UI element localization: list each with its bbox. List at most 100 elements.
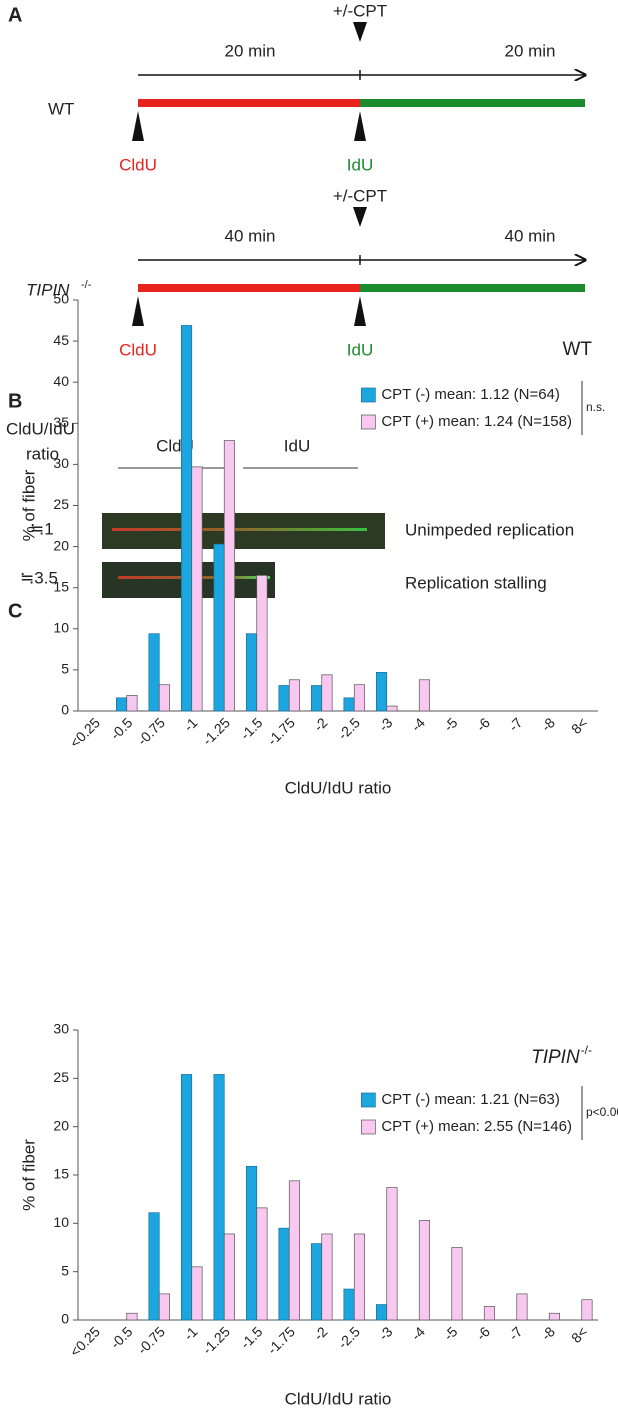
column-header: ratio [26, 444, 59, 463]
idu-bar [360, 284, 585, 292]
y-tick-label: 5 [61, 1262, 69, 1278]
bar [246, 633, 258, 712]
bar [548, 1312, 560, 1321]
y-tick-label: 30 [53, 455, 69, 471]
y-tick-label: 15 [53, 578, 69, 594]
bar [278, 685, 290, 712]
x-tick-label: -1.75 [264, 1323, 298, 1357]
x-tick-label: -1.5 [237, 714, 266, 743]
panel-label: B [8, 390, 22, 412]
bar [343, 1288, 355, 1321]
x-tick-label: -0.75 [134, 1323, 168, 1357]
timeline: +/-CPT 40 min 40 min TIPIN -/- CldU IdU [26, 186, 585, 359]
bar [158, 684, 170, 712]
x-tick-label: -7 [505, 714, 525, 734]
y-tick-label: 25 [53, 1069, 69, 1085]
x-tick-label: <0.25 [67, 1323, 104, 1360]
bar [126, 695, 138, 712]
time-label: 40 min [224, 226, 275, 245]
ratio: ≒3.5 [20, 568, 58, 587]
time-label: 40 min [504, 226, 555, 245]
x-tick-label: -5 [440, 714, 460, 734]
bar [288, 679, 300, 712]
y-tick-label: 0 [61, 702, 69, 718]
idu-bar [360, 99, 585, 107]
panel-label: C [8, 600, 22, 622]
y-axis-label: % of fiber [19, 469, 38, 541]
annotation: p<0.0001 [586, 1105, 618, 1119]
y-tick-label: 10 [53, 620, 69, 636]
bar [148, 633, 160, 712]
chart-title-superscript: -/- [581, 1043, 592, 1057]
arrowhead [354, 296, 366, 326]
arrowhead [354, 111, 366, 141]
x-tick-label: -0.5 [107, 1323, 136, 1352]
column-header: CldU/IdU [6, 419, 75, 438]
bar [256, 575, 268, 712]
bar [223, 1233, 235, 1321]
fiber [112, 528, 367, 531]
cldu-bar [138, 99, 360, 107]
bar [343, 697, 355, 712]
x-axis-label: CldU/IdU ratio [285, 778, 392, 797]
legend-label: CPT (-) mean: 1.12 (N=64) [381, 386, 560, 403]
y-tick-label: 25 [53, 496, 69, 512]
x-tick-label: 8< [568, 714, 591, 737]
treatment: +/-CPT [333, 186, 387, 205]
x-tick-label: -6 [473, 714, 493, 734]
y-tick-label: 45 [53, 332, 69, 348]
x-tick-label: -0.5 [107, 714, 136, 743]
bar [278, 1227, 290, 1321]
x-tick-label: -5 [440, 1323, 460, 1343]
legend-swatch [360, 387, 376, 403]
x-tick-label: -4 [408, 714, 428, 734]
x-tick-label: -2 [310, 714, 330, 734]
time-label: 20 min [504, 41, 555, 60]
chart-title: WT [562, 339, 592, 360]
annotation: n.s. [586, 400, 605, 414]
x-tick-label: -6 [473, 1323, 493, 1343]
y-tick-label: 15 [53, 1166, 69, 1182]
bar [213, 543, 225, 712]
description: Replication stalling [405, 573, 547, 592]
x-tick-label: -0.75 [134, 714, 168, 748]
bar [246, 1165, 258, 1321]
x-tick-label: -8 [538, 714, 558, 734]
bar [223, 440, 235, 712]
bar [181, 1074, 193, 1321]
mark-label: IdU [347, 155, 373, 174]
bar [353, 1233, 365, 1321]
y-tick-label: 0 [61, 1311, 69, 1327]
panel-label: A [8, 4, 22, 26]
timeline: +/-CPT 20 min 20 min WT CldU IdU [48, 1, 585, 174]
x-tick-label: -7 [505, 1323, 525, 1343]
bar [213, 1074, 225, 1321]
bar [516, 1293, 528, 1321]
legend-label: CPT (+) mean: 1.24 (N=158) [381, 413, 572, 430]
x-tick-label: 8< [568, 1323, 591, 1346]
y-tick-label: 30 [53, 1021, 69, 1037]
bar [418, 679, 430, 712]
legend-swatch [360, 414, 376, 430]
legend-label: CPT (+) mean: 2.55 (N=146) [381, 1118, 572, 1135]
x-tick-label: -1 [180, 1323, 200, 1343]
x-tick-label: -8 [538, 1323, 558, 1343]
row-label-superscript: -/- [81, 279, 92, 291]
bar [115, 697, 128, 712]
x-tick-label: -1.25 [199, 714, 233, 748]
arrowhead [353, 207, 367, 227]
bar [386, 1187, 398, 1321]
bar [158, 1293, 170, 1321]
bar [418, 1220, 430, 1321]
x-tick-label: -1.5 [237, 1323, 266, 1352]
treatment: +/-CPT [333, 1, 387, 20]
x-tick-label: -2.5 [335, 714, 364, 743]
x-axis-label: CldU/IdU ratio [285, 1389, 392, 1408]
y-tick-label: 40 [53, 373, 69, 389]
bar [353, 684, 365, 712]
x-tick-label: -2.5 [335, 1323, 364, 1352]
row-label: TIPIN [26, 280, 70, 299]
bar [191, 1266, 203, 1321]
row-label: WT [48, 99, 74, 118]
